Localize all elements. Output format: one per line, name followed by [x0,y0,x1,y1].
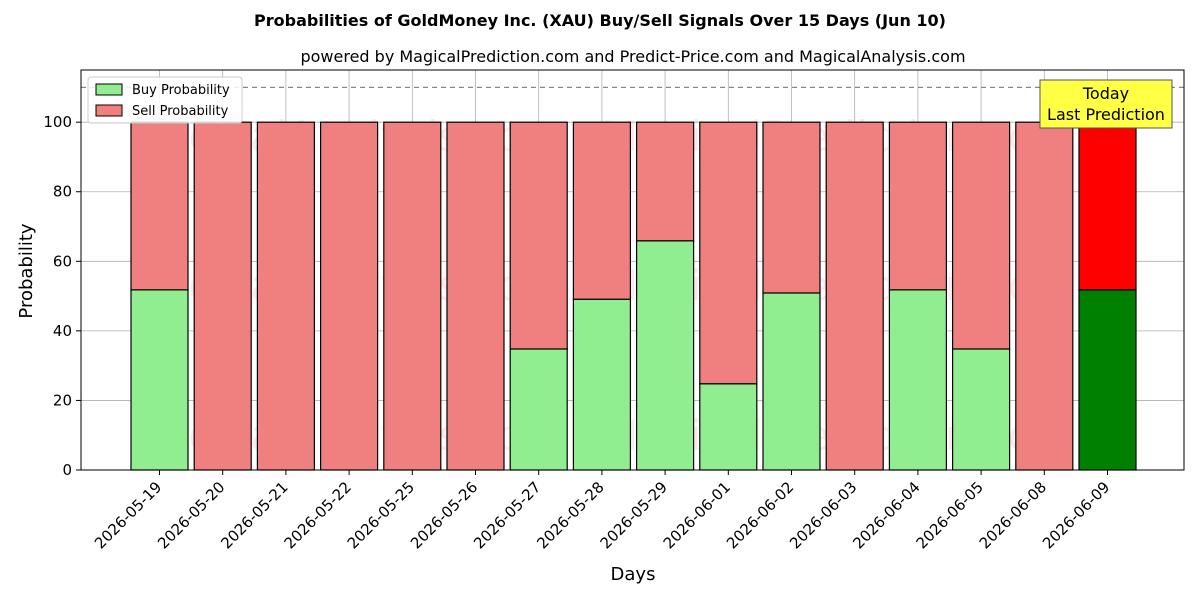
sell-bar-2026-05-19 [130,121,189,291]
sell-bar-2026-06-05 [951,121,1011,350]
x-tick-label-14: 2026-06-08 [976,478,1050,552]
x-tick-label-3: 2026-05-22 [281,478,355,552]
chart-subtitle: powered by MagicalPrediction.com and Pre… [300,47,965,66]
x-tick-label-0: 2026-05-19 [91,478,165,552]
buy-bar-2026-06-01 [699,383,758,471]
chart-title: Probabilities of GoldMoney Inc. (XAU) Bu… [254,11,946,30]
y-tick-label-2: 40 [53,322,72,340]
legend-box [87,76,243,124]
buy-bar-2026-06-09 [1078,289,1137,471]
buy-bar-2026-06-02 [762,292,821,471]
buy-bar-2026-05-19 [130,289,189,471]
buy-bar-2026-05-29 [635,240,695,471]
today-annotation: Today Last Prediction [1039,79,1173,129]
annotation-box [1039,79,1173,129]
y-tick-label-3: 60 [53,252,72,270]
sell-bar-2026-05-20 [193,121,252,471]
buy-bar-2026-05-27 [509,348,568,471]
plot-frame [80,69,1185,471]
bar-layer [130,121,1137,471]
y-tick-label-1: 20 [53,391,72,409]
sell-bar-2026-06-01 [699,121,758,385]
x-tick-label-10: 2026-06-02 [723,478,797,552]
sell-bar-2026-06-08 [1015,121,1074,471]
sell-bar-2026-05-26 [446,121,505,471]
sell-bar-2026-05-28 [572,121,632,300]
x-tick-label-4: 2026-05-25 [344,478,418,552]
x-tick-label-11: 2026-06-03 [786,478,860,552]
x-tick-label-15: 2026-06-09 [1039,478,1113,552]
buy-bar-2026-05-28 [572,298,632,471]
annotation-line-1: Today [1082,84,1129,103]
y-tick-label-0: 0 [62,461,72,479]
x-tick-label-9: 2026-06-01 [660,478,734,552]
sell-bar-2026-06-03 [825,121,884,471]
y-tick-label-4: 80 [53,183,72,201]
x-axis-label: Days [611,564,656,585]
sell-bar-2026-05-25 [383,121,442,471]
x-tick-label-8: 2026-05-29 [597,478,671,552]
sell-bar-2026-05-27 [509,121,568,350]
x-tick-label-13: 2026-06-05 [913,478,987,552]
legend-label-sell: Sell Probability [132,104,229,119]
sell-bar-2026-06-09 [1078,121,1137,291]
y-axis-label: Probability [16,223,37,318]
sell-bar-2026-05-29 [635,121,695,242]
legend-swatch-buy [95,83,123,96]
x-tick-label-6: 2026-05-27 [470,478,544,552]
buy-bar-2026-06-04 [888,289,948,471]
y-tick-label-5: 100 [43,113,72,131]
x-tick-label-1: 2026-05-20 [154,478,228,552]
buy-bar-2026-06-05 [951,348,1011,471]
legend: Buy Probability Sell Probability [87,76,243,124]
legend-swatch-sell [95,104,123,117]
x-tick-label-2: 2026-05-21 [217,478,291,552]
sell-bar-2026-05-21 [256,121,315,471]
x-tick-label-7: 2026-05-28 [533,478,607,552]
sell-bar-2026-06-02 [762,121,821,294]
annotation-line-2: Last Prediction [1047,105,1165,124]
sell-bar-2026-05-22 [320,121,379,471]
legend-label-buy: Buy Probability [132,83,230,98]
sell-bar-2026-06-04 [888,121,948,291]
x-tick-label-5: 2026-05-26 [407,478,481,552]
x-tick-label-12: 2026-06-04 [849,478,923,552]
